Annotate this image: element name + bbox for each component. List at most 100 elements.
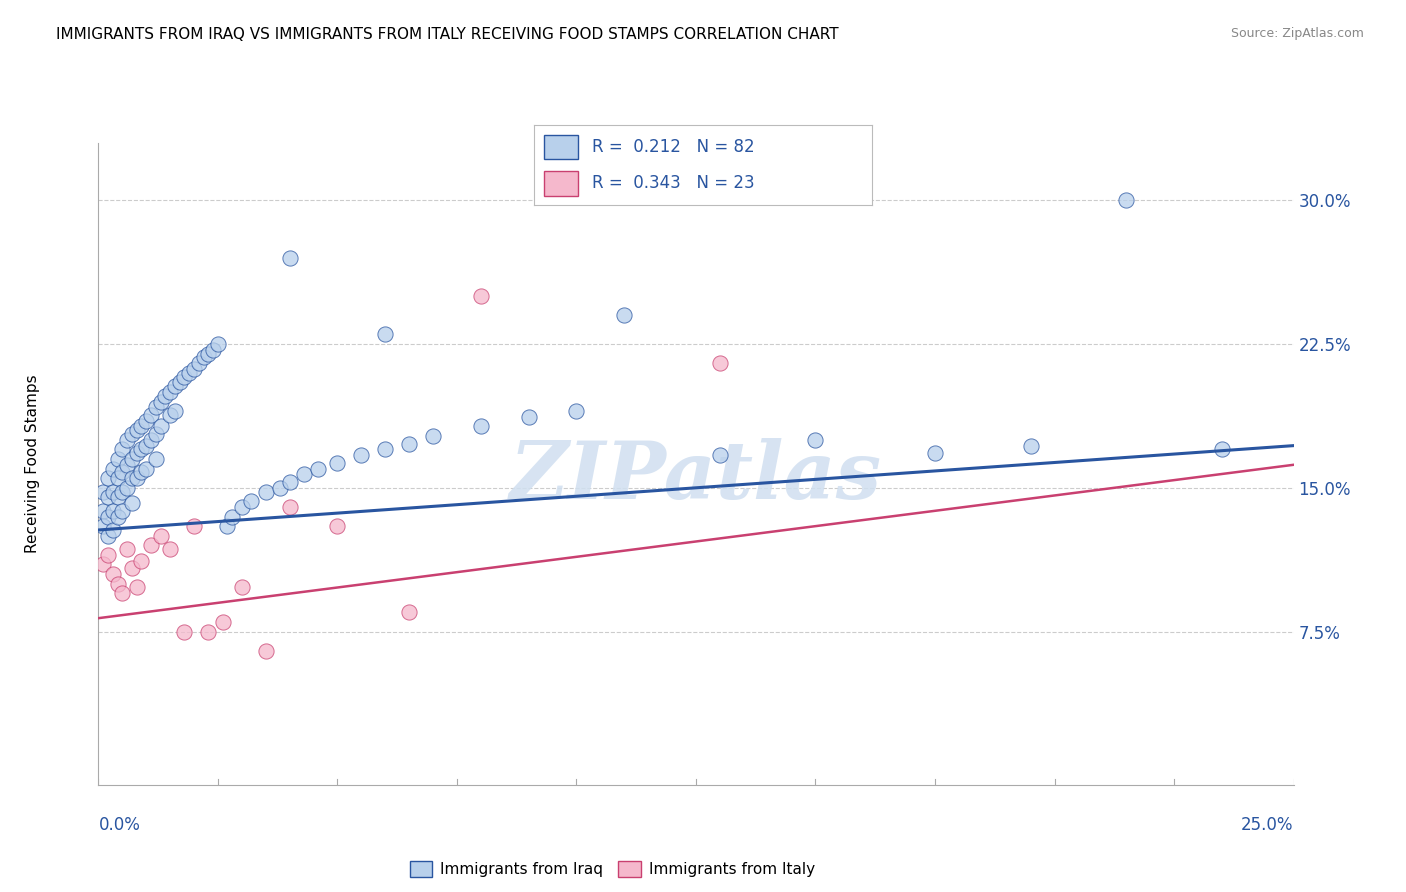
Point [179, 366, 201, 380]
Point [709, 448, 731, 462]
Point [145, 452, 167, 467]
Point [111, 484, 134, 499]
Point [183, 519, 205, 533]
Point [115, 542, 138, 557]
Point [97, 529, 120, 543]
Point [1115, 193, 1137, 207]
Point [131, 419, 153, 434]
Point [125, 446, 148, 460]
Point [231, 500, 253, 514]
Point [398, 436, 420, 450]
Point [111, 466, 134, 480]
Point [97, 471, 120, 485]
Point [155, 389, 177, 403]
Text: 0.0%: 0.0% [98, 816, 141, 834]
Point [374, 327, 396, 342]
Point [422, 429, 444, 443]
Point [374, 442, 396, 457]
Point [159, 542, 181, 557]
Point [97, 548, 120, 562]
Point [139, 408, 162, 422]
Point [278, 251, 301, 265]
Point [91, 558, 114, 572]
Point [115, 433, 138, 447]
Point [107, 509, 129, 524]
Point [193, 351, 215, 365]
Point [135, 439, 157, 453]
Point [101, 523, 124, 537]
Point [107, 471, 129, 485]
Point [101, 461, 124, 475]
Point [145, 427, 167, 442]
Point [173, 624, 195, 639]
Point [202, 343, 225, 357]
Point [125, 581, 148, 595]
Point [121, 452, 143, 467]
Point [163, 379, 186, 393]
Point [240, 494, 263, 508]
Point [139, 538, 162, 552]
Point [278, 500, 301, 514]
Point [125, 471, 148, 485]
Point [326, 456, 349, 470]
Point [125, 423, 148, 437]
Point [254, 484, 277, 499]
Point [111, 586, 134, 600]
Point [91, 519, 114, 533]
Point [107, 452, 129, 467]
Point [149, 529, 172, 543]
Point [307, 461, 329, 475]
Point [101, 484, 124, 499]
Point [211, 615, 233, 629]
Point [101, 504, 124, 518]
Legend: Immigrants from Iraq, Immigrants from Italy: Immigrants from Iraq, Immigrants from It… [404, 855, 821, 883]
Point [173, 369, 195, 384]
Point [107, 576, 129, 591]
Text: R =  0.212   N = 82: R = 0.212 N = 82 [592, 137, 754, 155]
Point [278, 475, 301, 489]
Point [91, 484, 114, 499]
Text: R =  0.343   N = 23: R = 0.343 N = 23 [592, 175, 754, 193]
Point [145, 401, 167, 415]
Point [135, 461, 157, 475]
FancyBboxPatch shape [544, 135, 578, 159]
Point [470, 289, 492, 303]
Point [207, 337, 229, 351]
Point [121, 471, 143, 485]
Point [924, 446, 946, 460]
Point [613, 308, 636, 322]
Point [159, 408, 181, 422]
Point [115, 481, 138, 495]
Point [107, 491, 129, 505]
Point [97, 509, 120, 524]
Point [1211, 442, 1233, 457]
Point [131, 554, 153, 568]
Point [565, 404, 588, 418]
Point [121, 427, 143, 442]
Point [197, 624, 219, 639]
Point [350, 448, 373, 462]
Point [804, 433, 827, 447]
Point [111, 442, 134, 457]
Point [121, 496, 143, 510]
Text: 25.0%: 25.0% [1241, 816, 1294, 834]
Point [115, 458, 138, 472]
Point [159, 384, 181, 399]
Point [131, 442, 153, 457]
Point [163, 404, 186, 418]
Text: ZIPatlas: ZIPatlas [510, 438, 882, 516]
Point [183, 362, 205, 376]
Point [169, 376, 191, 390]
Point [149, 394, 172, 409]
Point [398, 606, 420, 620]
Point [1019, 439, 1042, 453]
Point [269, 481, 291, 495]
Point [187, 356, 209, 370]
Point [131, 466, 153, 480]
Point [221, 509, 243, 524]
Point [217, 519, 239, 533]
Point [91, 504, 114, 518]
Text: Receiving Food Stamps: Receiving Food Stamps [25, 375, 41, 553]
Point [326, 519, 349, 533]
Text: Source: ZipAtlas.com: Source: ZipAtlas.com [1230, 27, 1364, 40]
